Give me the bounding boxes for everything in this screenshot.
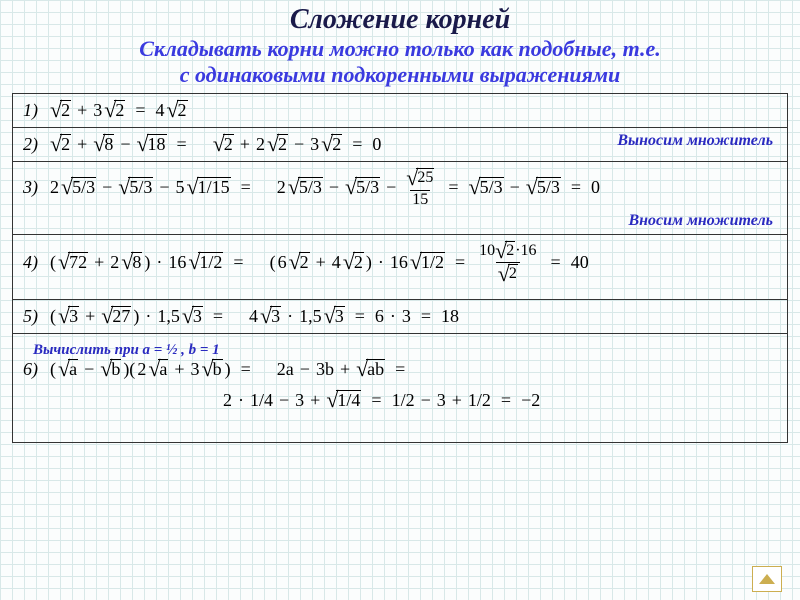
problem-number: 2) — [23, 134, 38, 155]
nav-up-button[interactable] — [752, 566, 782, 592]
worksheet-page: Сложение корней Складывать корни можно т… — [0, 0, 800, 600]
table-row: 1)√2+3√2=4√2 — [13, 94, 787, 128]
expression: 6)(√a−√b)(2√a+3√b)=2a−3b+√ab= — [23, 359, 777, 380]
problems-table: 1)√2+3√2=4√2 2)√2+√8−√18=√2+2√2−3√2=0Выно… — [12, 93, 788, 443]
table-row: Вычислить при a = ½ , b = 16)(√a−√b)(2√a… — [13, 334, 787, 442]
problem-number: 3) — [23, 177, 38, 198]
problem-number: 6) — [23, 359, 38, 380]
row-instruction: Вычислить при a = ½ , b = 1 — [33, 342, 777, 359]
expression-continuation: 2·1/4−3+√1/4=1/2−3+1/2=−2 — [223, 390, 777, 411]
table-row: 2)√2+√8−√18=√2+2√2−3√2=0Выносим множител… — [13, 128, 787, 162]
table-row: 5)(√3+√27)·1,5√3=4√3·1,5√3=6·3=18 — [13, 300, 787, 334]
expression: 4)(√72+2√8)·16√1/2=(6√2+4√2)·16√1/2=10√2… — [23, 241, 777, 285]
expression: 5)(√3+√27)·1,5√3=4√3·1,5√3=6·3=18 — [23, 306, 777, 327]
page-subtitle: Складывать корни можно только как подобн… — [12, 36, 788, 89]
problem-number: 4) — [23, 252, 38, 273]
subtitle-line2: с одинаковыми подкоренными выражениями — [180, 62, 621, 87]
hint-note: Выносим множитель — [617, 132, 773, 150]
problem-number: 1) — [23, 100, 38, 121]
hint-note: Вносим множитель — [628, 212, 773, 230]
problem-number: 5) — [23, 306, 38, 327]
expression: 1)√2+3√2=4√2 — [23, 100, 777, 121]
subtitle-line1: Складывать корни можно только как подобн… — [139, 36, 660, 61]
table-row: 4)(√72+2√8)·16√1/2=(6√2+4√2)·16√1/2=10√2… — [13, 235, 787, 300]
table-row: 3)2√5/3−√5/3−5√1/15=2√5/3−√5/3−√2515=√5/… — [13, 162, 787, 235]
page-title: Сложение корней — [12, 4, 788, 36]
expression: 3)2√5/3−√5/3−5√1/15=2√5/3−√5/3−√2515=√5/… — [23, 168, 777, 208]
